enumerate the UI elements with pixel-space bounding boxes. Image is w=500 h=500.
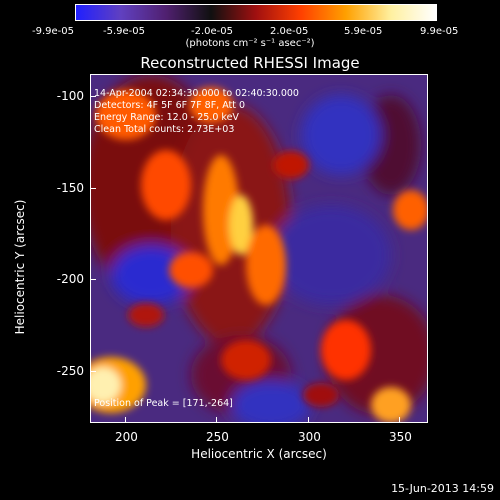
info-clean: Clean Total counts: 2.73E+03 (94, 124, 235, 135)
generated-date: 15-Jun-2013 14:59 (391, 482, 494, 495)
y-tick-label: -250 (56, 364, 84, 378)
x-tick-label: 200 (115, 430, 138, 444)
x-tick-label: 250 (206, 430, 229, 444)
colorbar-units: (photons cm⁻² s⁻¹ asec⁻²) (185, 38, 315, 49)
y-tick-mark (90, 371, 96, 372)
colorbar-tick: 9.9e-05 (420, 26, 459, 37)
colorbar (75, 4, 437, 21)
x-tick-mark (308, 417, 309, 423)
y-tick-label: -150 (56, 181, 84, 195)
rhessi-image-canvas (91, 75, 427, 422)
image-title: Reconstructed RHESSI Image (140, 54, 360, 72)
colorbar-tick: -2.0e-05 (191, 26, 233, 37)
x-axis-label: Heliocentric X (arcsec) (191, 447, 327, 461)
y-tick-mark (90, 96, 96, 97)
y-tick-mark (90, 188, 96, 189)
x-tick-mark (125, 417, 126, 423)
x-tick-mark (399, 417, 400, 423)
y-tick-mark (90, 279, 96, 280)
colorbar-tick: -9.9e-05 (32, 26, 74, 37)
x-tick-label: 300 (298, 430, 321, 444)
info-energy: Energy Range: 12.0 - 25.0 keV (94, 112, 239, 123)
y-tick-label: -200 (56, 272, 84, 286)
rhessi-image (90, 74, 428, 423)
info-detectors: Detectors: 4F 5F 6F 7F 8F, Att 0 (94, 100, 246, 111)
colorbar-tick: 2.0e-05 (270, 26, 309, 37)
y-axis-label: Heliocentric Y (arcsec) (13, 199, 27, 335)
colorbar-tick: 5.9e-05 (344, 26, 383, 37)
x-tick-label: 350 (389, 430, 412, 444)
info-time: 14-Apr-2004 02:34:30.000 to 02:40:30.000 (94, 88, 299, 99)
info-peak: Position of Peak = [171,-264] (94, 398, 233, 409)
x-tick-mark (216, 417, 217, 423)
y-tick-label: -100 (56, 89, 84, 103)
colorbar-tick: -5.9e-05 (103, 26, 145, 37)
